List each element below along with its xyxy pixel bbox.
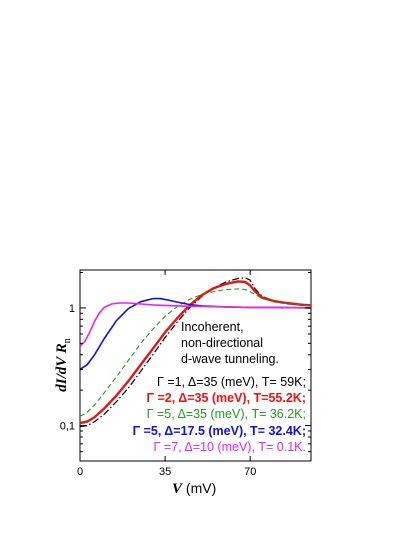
y-axis-label: dI/dV Rn — [54, 338, 73, 392]
tick-layer: 0 35 70 0,1 1 — [60, 270, 311, 478]
series-layer — [79, 277, 312, 428]
x-tick-label-2: 35 — [159, 466, 171, 478]
x-axis-label: V (mV) — [172, 480, 216, 497]
legend-entry-3: Γ =5, Δ=35 (meV), T= 36.2K; — [147, 407, 306, 421]
y-axis-main: dI/dV R — [54, 343, 70, 392]
x-tick-label-3: 70 — [244, 466, 256, 478]
plot-frame — [79, 269, 312, 462]
x-tick-label-1: 0 — [77, 466, 83, 478]
y-tick-label-1: 0,1 — [60, 421, 75, 433]
y-axis-subscript: n — [62, 338, 73, 343]
legend-entry-2: Γ =2, Δ=35 (meV), T=55.2K; — [146, 391, 306, 405]
series-line-5 — [79, 302, 312, 348]
annotation-line-1: Incoherent, — [181, 320, 244, 334]
annotation-line-2: non-directional — [181, 336, 263, 350]
x-axis-symbol: V — [172, 481, 184, 497]
series-line-2 — [79, 280, 312, 425]
legend-entry-1: Γ =1, Δ=35 (meV), T= 59K; — [157, 375, 306, 389]
x-axis-unit: (mV) — [182, 480, 216, 496]
legend-entry-5: Γ =7, Δ=10 (meV), T= 0.1K. — [154, 440, 306, 454]
annotation-line-3: d-wave tunneling. — [181, 352, 279, 366]
legend: Γ =1, Δ=35 (meV), T= 59K; Γ =2, Δ=35 (meV… — [133, 375, 306, 454]
legend-entry-4: Γ =5, Δ=17.5 (meV), T= 32.4K; — [133, 424, 306, 438]
series-line-3 — [79, 288, 312, 417]
y-tick-label-2: 1 — [69, 303, 75, 315]
